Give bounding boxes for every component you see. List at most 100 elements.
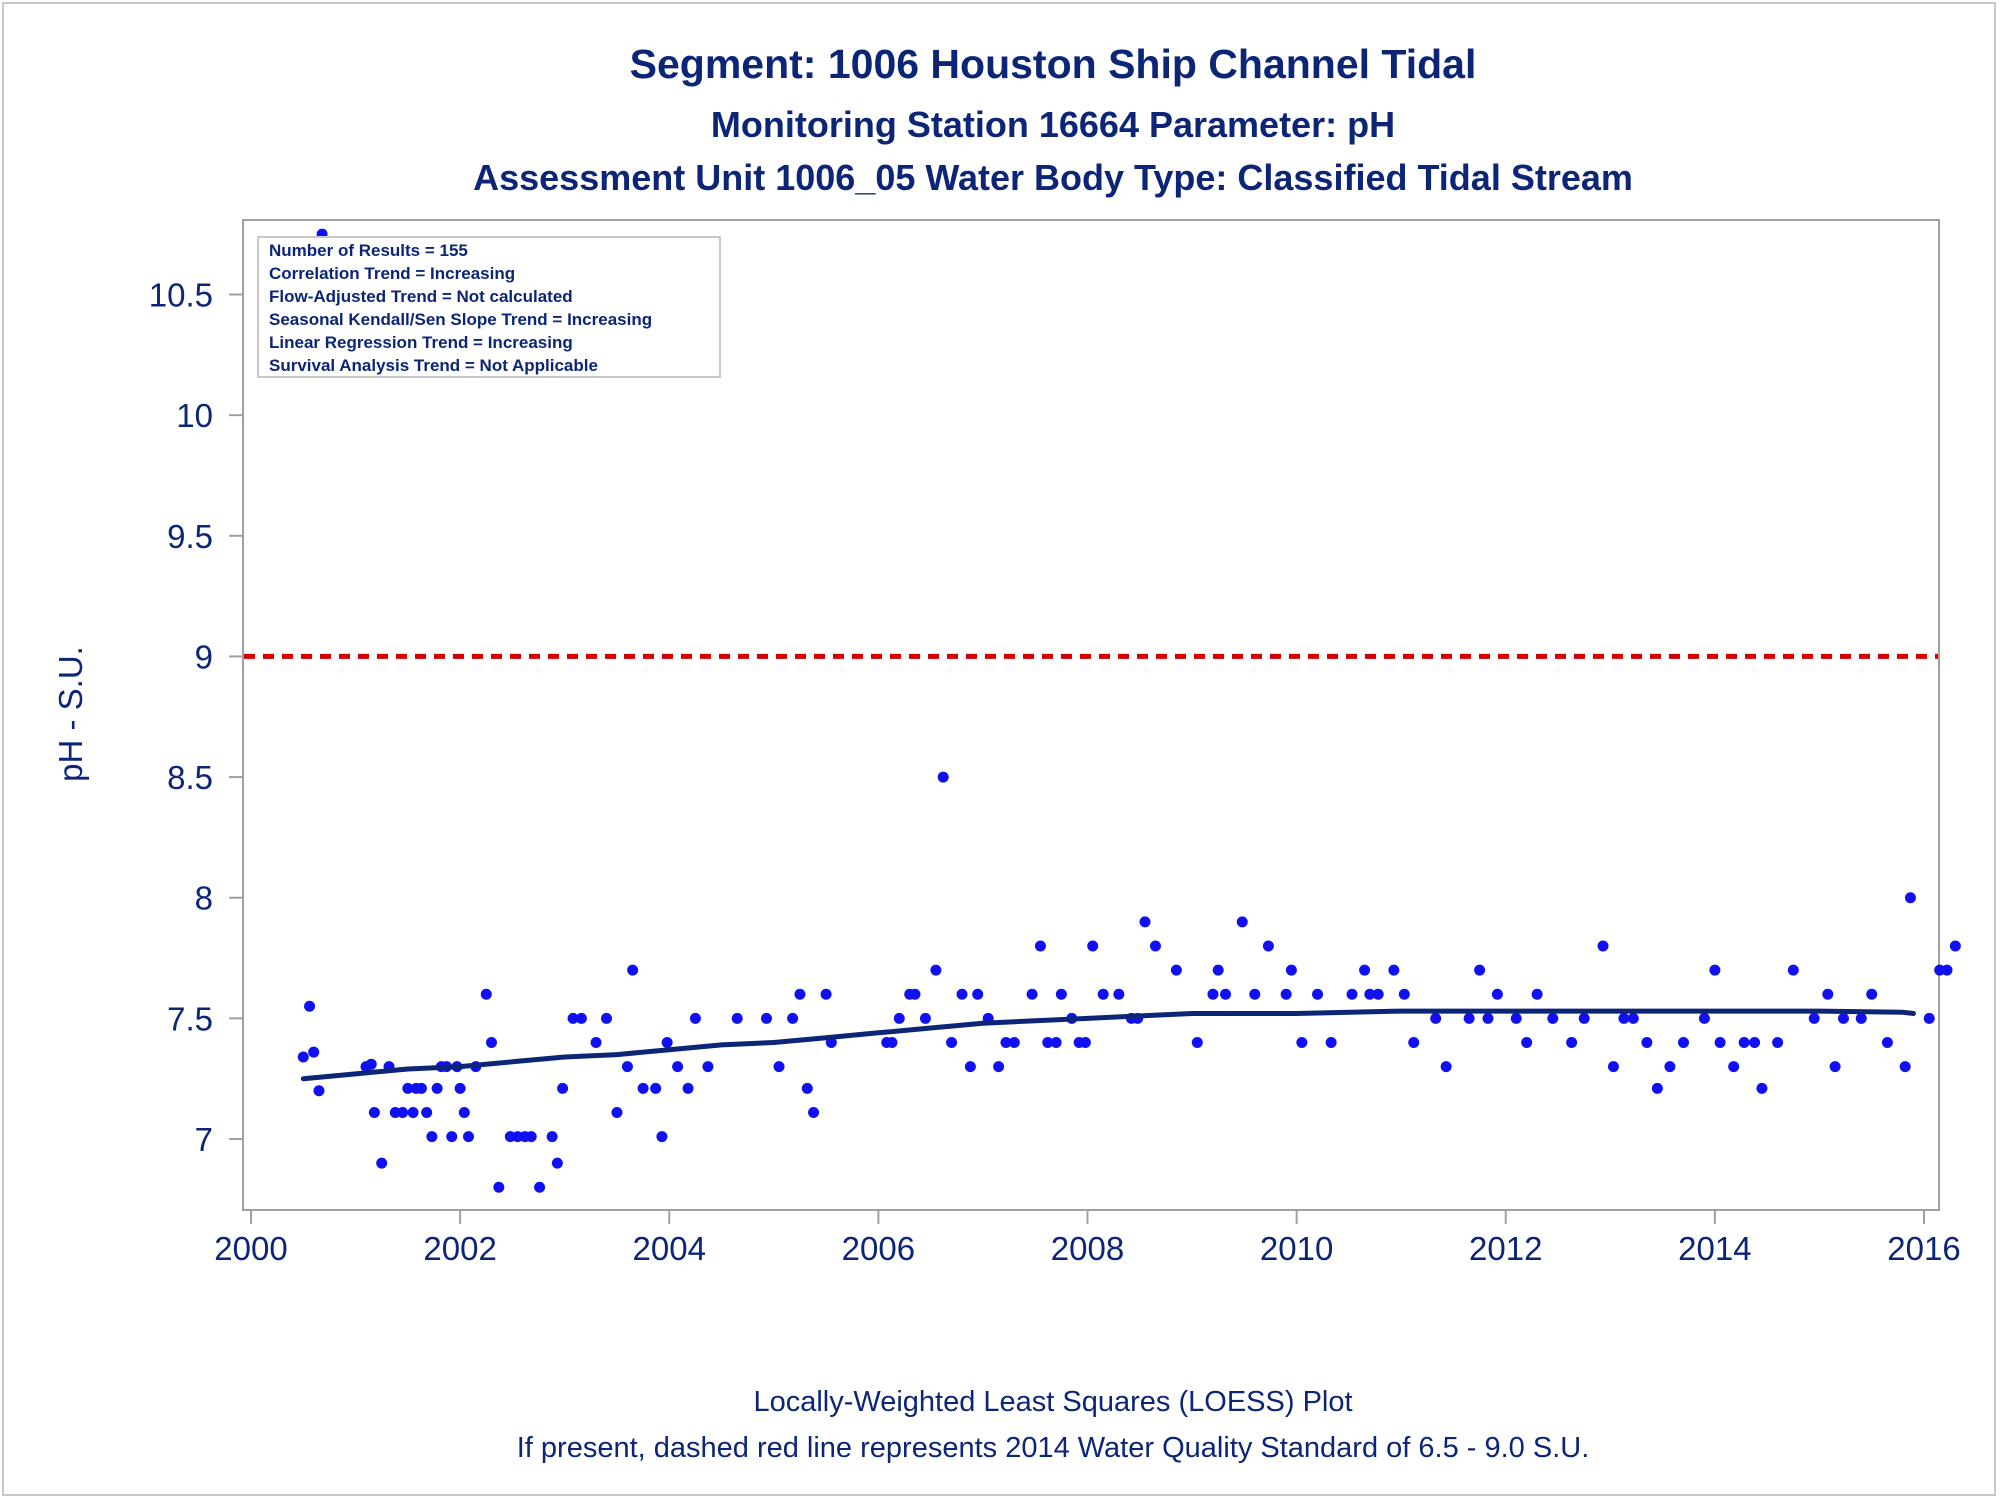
data-point: [1728, 1061, 1740, 1073]
data-point: [787, 1012, 799, 1024]
data-point: [1899, 1061, 1911, 1073]
legend-line-6: Survival Analysis Trend = Not Applicable: [269, 356, 598, 375]
legend-line-5: Linear Regression Trend = Increasing: [269, 333, 573, 352]
data-point: [1220, 988, 1232, 1000]
data-point: [1191, 1036, 1203, 1048]
data-point: [1440, 1061, 1452, 1073]
data-point: [1236, 916, 1248, 928]
data-point: [1149, 940, 1161, 952]
data-point: [551, 1157, 563, 1169]
data-point: [956, 988, 968, 1000]
data-point: [1531, 988, 1543, 1000]
data-point: [650, 1082, 662, 1094]
y-tick-label: 7: [195, 1121, 213, 1158]
data-point: [1262, 940, 1274, 952]
data-point: [368, 1106, 380, 1118]
data-point: [1050, 1036, 1062, 1048]
data-point: [1474, 964, 1486, 976]
data-point: [794, 988, 806, 1000]
data-point: [972, 988, 984, 1000]
data-point: [1463, 1012, 1475, 1024]
data-point: [431, 1082, 443, 1094]
data-point: [1280, 988, 1292, 1000]
data-point: [421, 1106, 433, 1118]
x-tick-label: 2002: [423, 1230, 496, 1267]
data-point: [661, 1036, 673, 1048]
data-point: [415, 1082, 427, 1094]
data-point: [1249, 988, 1261, 1000]
data-point: [601, 1012, 613, 1024]
data-point: [567, 1012, 579, 1024]
data-point: [304, 1000, 316, 1012]
x-tick-label: 2010: [1260, 1230, 1333, 1267]
data-point: [672, 1061, 684, 1073]
data-point: [1738, 1036, 1750, 1048]
data-point: [534, 1181, 546, 1193]
data-point: [760, 1012, 772, 1024]
data-point: [1808, 1012, 1820, 1024]
y-tick-label: 8.5: [167, 759, 213, 796]
plot-area: [242, 219, 1940, 1211]
chart-subtitle: Monitoring Station 16664 Parameter: pH: [711, 104, 1395, 145]
data-point: [1641, 1036, 1653, 1048]
data-point: [1578, 1012, 1590, 1024]
data-point: [1113, 988, 1125, 1000]
data-point: [731, 1012, 743, 1024]
data-points-layer: [297, 228, 1961, 1193]
data-point: [1709, 964, 1721, 976]
legend: Number of Results = 155 Correlation Tren…: [257, 236, 721, 378]
data-point: [1941, 964, 1953, 976]
data-point: [1430, 1012, 1442, 1024]
data-point: [1607, 1061, 1619, 1073]
data-point: [993, 1061, 1005, 1073]
y-axis-label: pH - S.U.: [52, 646, 89, 782]
data-point: [1139, 916, 1151, 928]
data-point: [801, 1082, 813, 1094]
data-point: [1664, 1061, 1676, 1073]
data-point: [1325, 1036, 1337, 1048]
data-point: [919, 1012, 931, 1024]
x-tick-label: 2004: [633, 1230, 706, 1267]
data-point: [1627, 1012, 1639, 1024]
data-point: [621, 1061, 633, 1073]
data-point: [808, 1106, 820, 1118]
data-point: [1042, 1036, 1054, 1048]
data-point: [1772, 1036, 1784, 1048]
y-tick-label: 9: [195, 638, 213, 675]
data-point: [1714, 1036, 1726, 1048]
x-tick-label: 2012: [1469, 1230, 1542, 1267]
data-point: [1097, 988, 1109, 1000]
y-tick-label: 10: [176, 397, 213, 434]
chart-subtitle-2: Assessment Unit 1006_05 Water Body Type:…: [473, 157, 1633, 198]
data-point: [1566, 1036, 1578, 1048]
data-point: [689, 1012, 701, 1024]
data-point: [1312, 988, 1324, 1000]
y-tick-label: 10.5: [149, 277, 213, 314]
data-point: [1749, 1036, 1761, 1048]
data-point: [1881, 1036, 1893, 1048]
legend-line-2: Correlation Trend = Increasing: [269, 264, 515, 283]
data-point: [1079, 1036, 1091, 1048]
y-tick-label: 8: [195, 880, 213, 917]
x-tick-label: 2016: [1887, 1230, 1960, 1267]
data-point: [402, 1082, 414, 1094]
data-point: [1521, 1036, 1533, 1048]
loess-curve: [300, 1008, 1916, 1082]
data-point: [297, 1051, 309, 1063]
footnote-1: Locally-Weighted Least Squares (LOESS) P…: [753, 1386, 1352, 1418]
legend-line-4: Seasonal Kendall/Sen Slope Trend = Incre…: [269, 310, 652, 329]
data-point: [1408, 1036, 1420, 1048]
data-point: [525, 1131, 537, 1143]
data-point: [930, 964, 942, 976]
data-point: [937, 771, 949, 783]
data-point: [590, 1036, 602, 1048]
data-point: [1491, 988, 1503, 1000]
data-point: [376, 1157, 388, 1169]
data-point: [1618, 1012, 1630, 1024]
data-point: [1904, 892, 1916, 904]
legend-box: [257, 236, 721, 378]
x-tick-label: 2000: [214, 1230, 287, 1267]
data-point: [946, 1036, 958, 1048]
data-point: [480, 988, 492, 1000]
